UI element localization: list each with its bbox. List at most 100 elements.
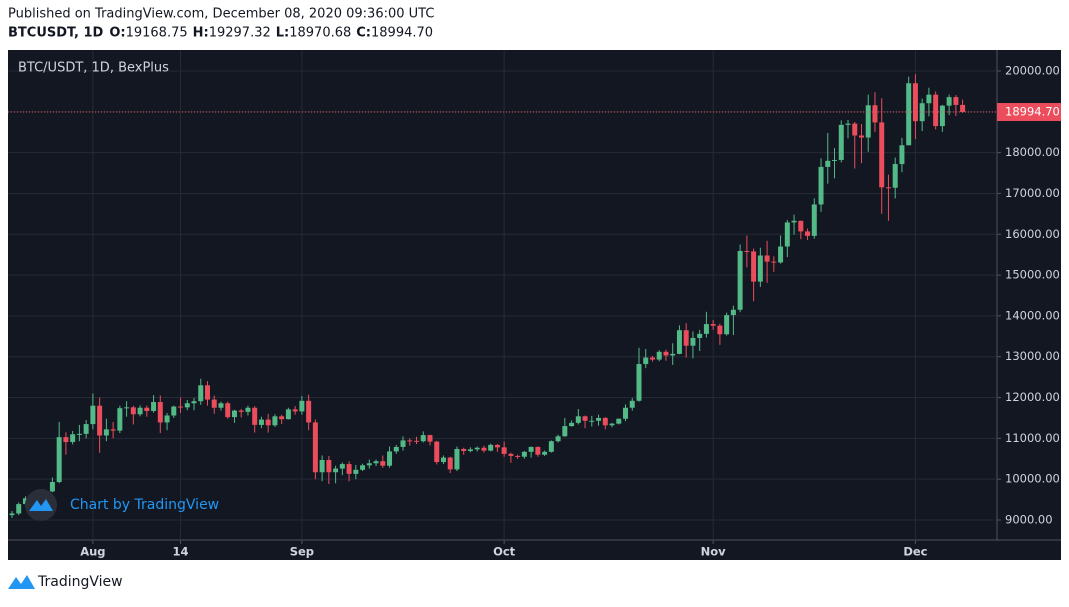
- candle-body: [885, 187, 891, 189]
- candle-body: [218, 403, 224, 408]
- candle-body: [56, 437, 62, 483]
- candle-body: [730, 309, 736, 316]
- candle-body: [279, 416, 285, 420]
- candle-body: [211, 399, 217, 408]
- candle-body: [764, 255, 770, 262]
- candle-body: [299, 400, 305, 412]
- published-note: Published on TradingView.com, December 0…: [8, 7, 434, 22]
- candle-body: [501, 447, 507, 454]
- ohlc-key: C:: [356, 26, 371, 41]
- candle-body: [353, 469, 359, 474]
- candle-body: [643, 357, 649, 365]
- candle-body: [393, 446, 399, 452]
- last-price-tag: [997, 103, 1061, 122]
- candle-body: [623, 407, 629, 419]
- ohlc-value: 18994.70: [371, 26, 433, 41]
- candle-body: [306, 400, 312, 423]
- candle-body: [346, 464, 352, 474]
- symbol: BTCUSDT, 1D: [8, 26, 104, 41]
- candle-body: [225, 403, 231, 418]
- candle-body: [649, 357, 655, 360]
- candle-body: [447, 457, 453, 470]
- candle-body: [373, 461, 379, 464]
- candle-body: [63, 437, 69, 443]
- candle-body: [434, 441, 440, 463]
- x-tick-label: Sep: [290, 545, 314, 559]
- x-tick-label: Aug: [80, 545, 105, 559]
- candle-body: [569, 422, 575, 427]
- candle-body: [872, 105, 878, 123]
- candle-body: [49, 482, 55, 492]
- symbol-header: BTCUSDT, 1D O: 19168.75 H: 19297.32 L: 18970.…: [8, 26, 433, 41]
- watermark-logo: [29, 499, 53, 511]
- y-tick-label: 12000.00: [1005, 390, 1060, 404]
- candle-body: [926, 94, 932, 104]
- candle-body: [258, 419, 264, 425]
- candle-body: [252, 407, 258, 425]
- candle-body: [292, 409, 298, 412]
- candle-body: [272, 416, 278, 426]
- candle-body: [596, 417, 602, 421]
- candle-body: [70, 434, 76, 443]
- candle-body: [319, 459, 325, 473]
- y-tick-label: 20000.00: [1005, 63, 1060, 77]
- candle-body: [467, 449, 473, 452]
- candle-body: [724, 315, 730, 335]
- candle-body: [670, 353, 676, 356]
- ohlc-value: 19297.32: [209, 26, 271, 41]
- candle-body: [791, 220, 797, 223]
- candle-body: [805, 231, 811, 236]
- grid: [8, 50, 997, 540]
- candle-body: [83, 424, 89, 434]
- candle-body: [461, 448, 467, 452]
- candle-body: [784, 222, 790, 247]
- candle-body: [265, 419, 271, 426]
- candle-body: [488, 444, 494, 451]
- candle-body: [238, 410, 244, 412]
- candle-body: [535, 446, 541, 455]
- candle-body: [542, 451, 548, 455]
- candle-body: [616, 418, 622, 424]
- watermark-text: Chart by TradingView: [70, 497, 219, 513]
- candle-body: [609, 423, 615, 426]
- footer: TradingView: [8, 574, 123, 590]
- candle-body: [865, 105, 871, 138]
- candles: [8, 74, 997, 518]
- candle-body: [231, 410, 237, 418]
- candle-body: [400, 440, 406, 447]
- candle-body: [9, 513, 15, 516]
- watermark-logo-bg: [25, 489, 57, 521]
- y-tick-label: 10000.00: [1005, 472, 1060, 486]
- ohlc-key: H:: [193, 26, 209, 41]
- candle-body: [285, 409, 291, 420]
- candle-body: [602, 417, 608, 426]
- x-tick-label: Nov: [701, 545, 727, 559]
- candle-body: [575, 416, 581, 423]
- candle-body: [171, 406, 177, 416]
- candle-body: [548, 441, 554, 452]
- candle-body: [697, 333, 703, 338]
- y-tick-label: 18000.00: [1005, 145, 1060, 159]
- ohlc-value: 18970.68: [289, 26, 351, 41]
- candle-body: [845, 123, 851, 125]
- y-tick-label: 15000.00: [1005, 268, 1060, 282]
- candle-body: [90, 405, 96, 425]
- candle-body: [124, 407, 130, 409]
- candle-body: [521, 451, 527, 457]
- y-tick-label: 14000.00: [1005, 308, 1060, 322]
- candle-body: [852, 123, 858, 136]
- candle-body: [912, 83, 918, 122]
- candle-body: [771, 261, 777, 263]
- candle-body: [130, 407, 136, 415]
- candle-body: [629, 400, 635, 408]
- candle-body: [103, 429, 109, 436]
- candle-body: [474, 447, 480, 450]
- candle-body: [312, 422, 318, 473]
- candle-body: [508, 453, 514, 456]
- candle-body: [589, 420, 595, 422]
- candle-body: [454, 448, 460, 470]
- candle-body: [636, 364, 642, 401]
- candle-body: [919, 103, 925, 122]
